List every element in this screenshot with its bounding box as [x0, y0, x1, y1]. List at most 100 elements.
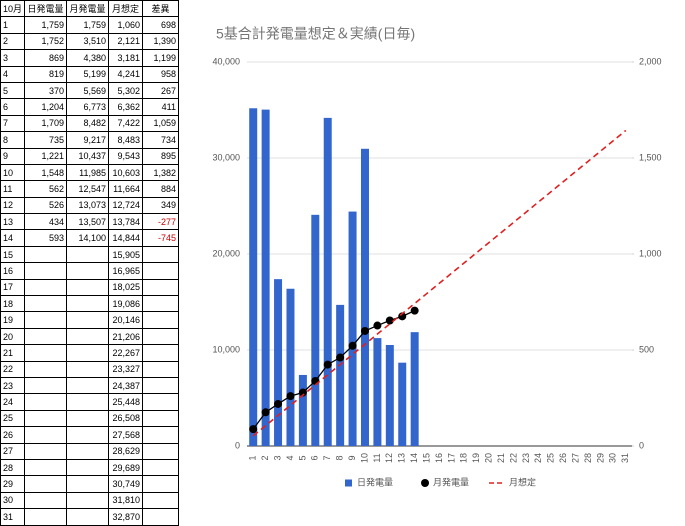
- table-cell: [66, 344, 110, 362]
- table-cell: [66, 376, 110, 395]
- table-cell: 13,507: [66, 213, 110, 231]
- table-cell: 20,146: [108, 311, 144, 329]
- table-cell: 13,784: [108, 213, 144, 231]
- x-tick-label: 3: [272, 455, 282, 460]
- table-cell: 1: [0, 16, 26, 34]
- y2-tick-label: 1,500: [639, 152, 662, 162]
- table-cell: [24, 278, 68, 297]
- page: 10月 日発電量 月発電量 月想定 差異 1 1,759 1,759 1,060 698 2 1,75…: [0, 0, 662, 526]
- table-cell: 27,568: [108, 426, 144, 444]
- table-cell: [24, 295, 68, 313]
- table-cell: 24: [0, 393, 26, 411]
- table-cell: 23: [0, 376, 26, 395]
- line-point: [274, 399, 283, 408]
- header-cell: 日発電量: [24, 0, 68, 18]
- table-cell: 3,181: [108, 49, 144, 67]
- table-cell: [66, 245, 110, 264]
- table-cell: [142, 442, 180, 460]
- table-row: 7 1,709 8,482 7,422 1,059: [0, 114, 180, 133]
- table-cell: [142, 508, 180, 526]
- line-point: [286, 392, 295, 401]
- table-cell: 23,327: [108, 360, 144, 378]
- table-cell: 4,241: [108, 65, 144, 83]
- x-tick-label: 26: [558, 453, 568, 463]
- bar: [348, 211, 357, 446]
- table-cell: 22: [0, 360, 26, 378]
- table-cell: [66, 508, 110, 526]
- bar: [274, 279, 283, 446]
- table-row: 23 24,387: [0, 376, 180, 395]
- table-cell: 1,752: [24, 32, 68, 51]
- chart-title: 5基合計発電量想定＆実績(日毎): [216, 26, 415, 42]
- header-row: 10月 日発電量 月発電量 月想定 差異: [0, 0, 180, 18]
- table-cell: [142, 311, 180, 329]
- table-cell: 31: [0, 508, 26, 526]
- table-row: 2 1,752 3,510 2,121 1,390: [0, 32, 180, 51]
- table-cell: [24, 508, 68, 526]
- table-cell: 24,387: [108, 376, 144, 395]
- table-cell: 869: [24, 49, 68, 67]
- x-tick-label: 28: [583, 453, 593, 463]
- table-cell: [24, 311, 68, 329]
- table-cell: 27: [0, 442, 26, 460]
- table-cell: 25,448: [108, 393, 144, 411]
- table-cell: [66, 491, 110, 510]
- table-row: 28 29,689: [0, 458, 180, 477]
- table-cell: 12,547: [66, 180, 110, 198]
- table-row: 10 1,548 11,985 10,603 1,382: [0, 163, 180, 182]
- line: [252, 129, 627, 437]
- x-tick-label: 27: [570, 453, 580, 463]
- table-cell: 1,059: [142, 114, 180, 133]
- table-cell: [66, 311, 110, 329]
- table-cell: [66, 262, 110, 280]
- table-cell: [66, 426, 110, 444]
- table-cell: [142, 409, 180, 428]
- legend-label: 月発電量: [433, 476, 469, 487]
- x-tick-label: 13: [397, 453, 407, 463]
- x-tick-label: 5: [297, 455, 307, 460]
- table-cell: [142, 344, 180, 362]
- table-cell: 7: [0, 114, 26, 133]
- header-cell: 10月: [0, 0, 26, 18]
- table-cell: 31,810: [108, 491, 144, 510]
- table-cell: 1,709: [24, 114, 68, 133]
- table-cell: 30,749: [108, 475, 144, 493]
- y-tick-label: 40,000: [212, 56, 240, 66]
- table-cell: 28,629: [108, 442, 144, 460]
- table-row: 29 30,749: [0, 475, 180, 493]
- x-tick-label: 7: [322, 455, 332, 460]
- table-cell: 9: [0, 147, 26, 165]
- table-row: 12 526 13,073 12,724 349: [0, 196, 180, 215]
- table-row: 26 27,568: [0, 426, 180, 444]
- table-cell: [24, 458, 68, 477]
- table-cell: [142, 360, 180, 378]
- table-cell: 5,569: [66, 81, 110, 100]
- table-cell: 1,221: [24, 147, 68, 165]
- table-row: 6 1,204 6,773 6,362 411: [0, 98, 180, 116]
- line-point: [249, 425, 258, 434]
- bar: [398, 362, 407, 446]
- legend-swatch: [345, 479, 352, 487]
- bar: [261, 109, 270, 446]
- y2-tick-label: 0: [639, 440, 644, 450]
- legend-swatch: [421, 479, 430, 487]
- table-cell: 411: [142, 98, 180, 116]
- table-cell: [142, 245, 180, 264]
- table-cell: 434: [24, 213, 68, 231]
- table-cell: -277: [142, 213, 180, 231]
- table-cell: [24, 393, 68, 411]
- legend-label: 月想定: [509, 476, 536, 487]
- bar: [336, 304, 345, 446]
- bar: [360, 148, 369, 446]
- bar: [298, 374, 307, 446]
- legend-label: 日発電量: [357, 476, 393, 487]
- table-cell: [66, 278, 110, 297]
- table-cell: 14,844: [108, 229, 144, 247]
- table-cell: 1,382: [142, 163, 180, 182]
- x-tick-label: 21: [496, 453, 506, 463]
- table-cell: 1,759: [66, 16, 110, 34]
- table-row: 18 19,086: [0, 295, 180, 313]
- table-row: 24 25,448: [0, 393, 180, 411]
- table-cell: [142, 327, 180, 346]
- table-cell: 9,217: [66, 131, 110, 149]
